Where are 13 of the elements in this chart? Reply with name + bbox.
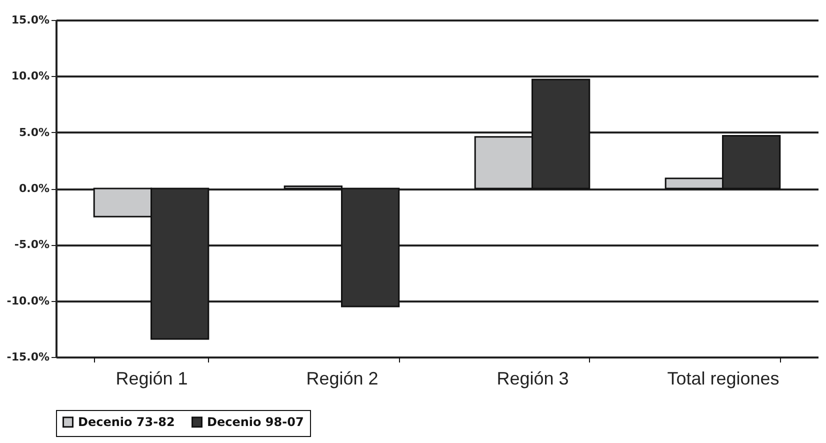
y-tick-label: 10.0% (11, 70, 50, 83)
legend-label: Decenio 98-07 (207, 415, 304, 430)
x-tick-label: Total regiones (667, 368, 780, 388)
y-tick-label: 15.0% (11, 14, 50, 26)
y-tick-label: 5.0% (18, 126, 50, 139)
y-tick-label: -10.0% (6, 294, 50, 308)
x-tick-label: Región 2 (306, 368, 378, 388)
y-tick-label: -15.0% (6, 350, 50, 364)
legend-label: Decenio 73-82 (78, 415, 175, 430)
x-tick-label: Región 1 (116, 368, 188, 388)
y-tick-label: 0.0% (18, 182, 50, 195)
y-tick-label: -5.0% (14, 238, 50, 252)
x-tick-label: Región 3 (496, 368, 569, 388)
